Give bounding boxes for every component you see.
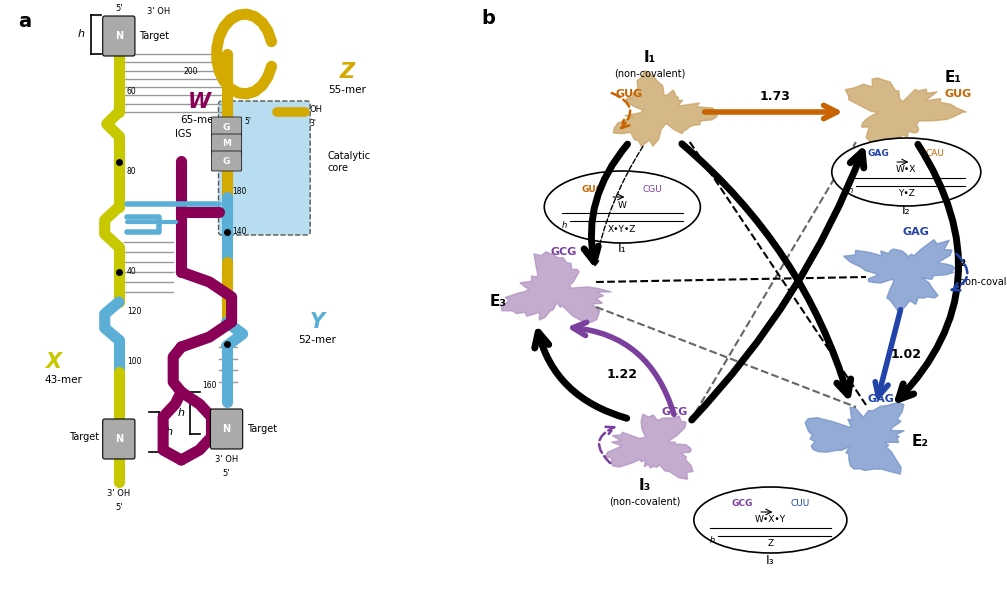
Polygon shape [806, 403, 904, 474]
Text: 160: 160 [202, 381, 217, 390]
Text: 3' OH: 3' OH [214, 456, 239, 465]
Text: 200: 200 [184, 67, 198, 76]
Text: 5': 5' [115, 4, 123, 13]
FancyBboxPatch shape [103, 16, 135, 56]
Text: 5': 5' [223, 470, 231, 479]
Text: 100: 100 [127, 358, 141, 367]
Text: Y: Y [309, 312, 325, 332]
Text: 180: 180 [233, 187, 247, 196]
Text: 52-mer: 52-mer [298, 335, 336, 345]
Text: GAG: GAG [903, 227, 929, 237]
Polygon shape [501, 252, 611, 323]
Text: 20: 20 [218, 423, 228, 432]
Text: W: W [188, 92, 210, 112]
Text: Target: Target [139, 31, 169, 41]
FancyBboxPatch shape [211, 134, 242, 154]
Text: 3' OH: 3' OH [107, 489, 131, 498]
Text: Y•Z: Y•Z [898, 190, 914, 199]
Text: Catalytic
core: Catalytic core [327, 151, 371, 173]
Text: 1.02: 1.02 [891, 347, 921, 361]
Text: 120: 120 [127, 308, 141, 317]
Text: (non-covalent): (non-covalent) [609, 497, 680, 507]
Text: GCG: GCG [662, 407, 688, 417]
Text: 5': 5' [115, 503, 123, 512]
Text: 5': 5' [245, 117, 252, 126]
Text: X•Y•Z: X•Y•Z [608, 225, 636, 234]
Text: E₁: E₁ [945, 69, 962, 84]
FancyBboxPatch shape [103, 419, 135, 459]
Text: GUG: GUG [581, 184, 603, 193]
Text: GAG: GAG [867, 149, 889, 158]
Text: 1.73: 1.73 [760, 90, 790, 104]
Text: G: G [223, 157, 231, 166]
Text: 3' OH: 3' OH [147, 7, 170, 16]
FancyBboxPatch shape [210, 409, 243, 449]
Text: (non-covalent): (non-covalent) [614, 69, 685, 79]
Text: I₁: I₁ [643, 49, 656, 64]
Text: GCG: GCG [551, 247, 577, 257]
Text: M: M [223, 140, 231, 149]
Text: 43-mer: 43-mer [44, 375, 83, 385]
Text: E₂: E₂ [911, 435, 928, 450]
Text: I₂: I₂ [902, 203, 910, 217]
Text: 65-mer: 65-mer [180, 115, 219, 125]
Text: Z: Z [339, 62, 355, 82]
Text: X: X [45, 352, 61, 372]
Text: W•X: W•X [896, 166, 916, 175]
Text: Target: Target [247, 424, 277, 434]
Text: b: b [481, 9, 495, 28]
Text: Z: Z [767, 539, 773, 548]
Text: N: N [115, 434, 123, 444]
Text: N: N [223, 424, 231, 434]
Polygon shape [844, 240, 956, 311]
Text: I₃: I₃ [766, 553, 774, 566]
Text: 55-mer: 55-mer [328, 85, 367, 95]
Text: h: h [78, 29, 85, 39]
Text: h: h [177, 408, 184, 418]
FancyBboxPatch shape [211, 117, 242, 137]
FancyBboxPatch shape [219, 101, 310, 235]
Text: I₂: I₂ [955, 255, 967, 270]
Ellipse shape [694, 487, 847, 553]
Text: IGS: IGS [175, 129, 191, 139]
FancyBboxPatch shape [211, 151, 242, 171]
Text: h: h [710, 536, 715, 545]
Text: GUG: GUG [945, 89, 972, 99]
Text: W: W [618, 200, 626, 209]
Text: 3': 3' [309, 119, 316, 128]
Text: 80: 80 [127, 167, 137, 176]
Text: (non-covalent): (non-covalent) [955, 277, 1007, 287]
Text: CGU: CGU [642, 184, 663, 193]
Text: 40: 40 [127, 267, 137, 276]
Text: CUU: CUU [790, 500, 811, 509]
Text: Target: Target [68, 432, 99, 442]
Text: E₃: E₃ [489, 294, 508, 309]
Text: OH: OH [309, 105, 322, 114]
Text: I₃: I₃ [638, 477, 651, 492]
Text: 60: 60 [127, 87, 137, 96]
Text: I₁: I₁ [618, 243, 626, 255]
Text: 1.22: 1.22 [607, 367, 637, 380]
Polygon shape [845, 78, 967, 157]
Text: 140: 140 [233, 228, 247, 237]
Ellipse shape [544, 171, 701, 243]
Text: GCG: GCG [731, 500, 753, 509]
Text: GUG: GUG [615, 89, 643, 99]
Polygon shape [613, 70, 717, 146]
Text: CAU: CAU [925, 149, 944, 158]
Text: N: N [115, 31, 123, 41]
Text: h: h [848, 186, 853, 195]
Polygon shape [605, 414, 693, 479]
Text: h: h [562, 221, 567, 230]
Text: W•X•Y: W•X•Y [755, 515, 785, 524]
Text: GAG: GAG [868, 394, 894, 404]
Text: a: a [18, 12, 31, 31]
Ellipse shape [832, 138, 981, 206]
Text: h: h [165, 427, 172, 437]
Text: G: G [223, 122, 231, 131]
